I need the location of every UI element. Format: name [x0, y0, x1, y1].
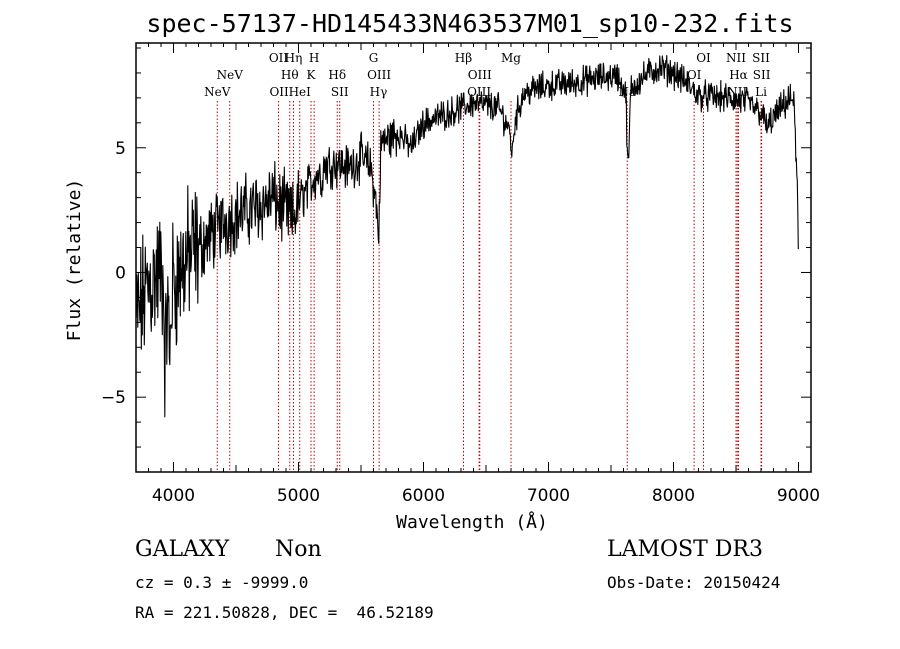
line-marker-label: SII	[752, 51, 770, 65]
line-marker-label: NeV	[217, 68, 244, 82]
line-marker-label: Hγ	[370, 85, 388, 99]
x-tick-label: 9000	[777, 486, 820, 506]
y-tick-label: 5	[115, 139, 126, 159]
line-marker-label: Mg	[501, 51, 521, 65]
line-marker-label: NeV	[204, 85, 231, 99]
line-marker-label: Li	[755, 85, 767, 99]
x-tick-label: 5000	[277, 486, 320, 506]
line-marker-label: OII	[269, 51, 289, 65]
line-marker-layer: NeV NeV OII OII Hθ Hη HeI KH Hδ SII G OIII Hγ Hβ OIII O…	[204, 51, 771, 472]
x-axis-ticks: 4000 5000 6000 7000 8000 9000	[135, 43, 820, 506]
line-marker-label: NII	[726, 51, 746, 65]
line-marker-label: H	[309, 51, 319, 65]
spectrum-line	[135, 55, 799, 418]
x-tick-label: 8000	[652, 486, 695, 506]
line-marker-label: HeI	[289, 85, 312, 99]
y-tick-label: 0	[115, 263, 126, 283]
coordinates-text: RA = 221.50828, DEC = 46.52189	[135, 603, 434, 622]
redshift-text: cz = 0.3 ± -9999.0	[135, 573, 309, 592]
line-marker-label: OIII	[367, 68, 391, 82]
line-marker-label: OIII	[468, 68, 492, 82]
line-marker-label: Hδ	[328, 68, 346, 82]
y-axis-label: Flux (relative)	[64, 179, 85, 342]
line-marker-label: NII	[727, 85, 747, 99]
line-marker-label: SII	[331, 85, 349, 99]
line-marker-label: OI	[696, 51, 711, 65]
spectrum-layer	[135, 55, 799, 418]
object-subclass: Non	[275, 537, 322, 562]
line-marker-label: Hα	[729, 68, 748, 82]
object-class: GALAXY	[135, 537, 230, 562]
x-tick-label: 4000	[152, 486, 195, 506]
line-marker-label: K	[307, 68, 317, 82]
survey-name: LAMOST DR3	[607, 537, 763, 562]
y-tick-label: −5	[101, 388, 126, 408]
x-tick-label: 6000	[402, 486, 445, 506]
chart-title: spec-57137-HD145433N463537M01_sp10-232.f…	[146, 9, 793, 38]
line-marker-label: OI	[687, 68, 702, 82]
x-tick-label: 7000	[527, 486, 570, 506]
line-marker-label: Hθ	[281, 68, 299, 82]
line-marker-label: Hη	[285, 51, 303, 65]
line-marker-label: G	[369, 51, 379, 65]
y-axis-ticks: −5 0 5	[101, 47, 811, 473]
line-marker-label: OII	[269, 85, 289, 99]
line-marker-label: SII	[753, 68, 771, 82]
observation-date: Obs-Date: 20150424	[607, 573, 781, 592]
x-axis-label: Wavelength (Å)	[396, 511, 548, 533]
line-marker-label: Hβ	[455, 51, 472, 65]
